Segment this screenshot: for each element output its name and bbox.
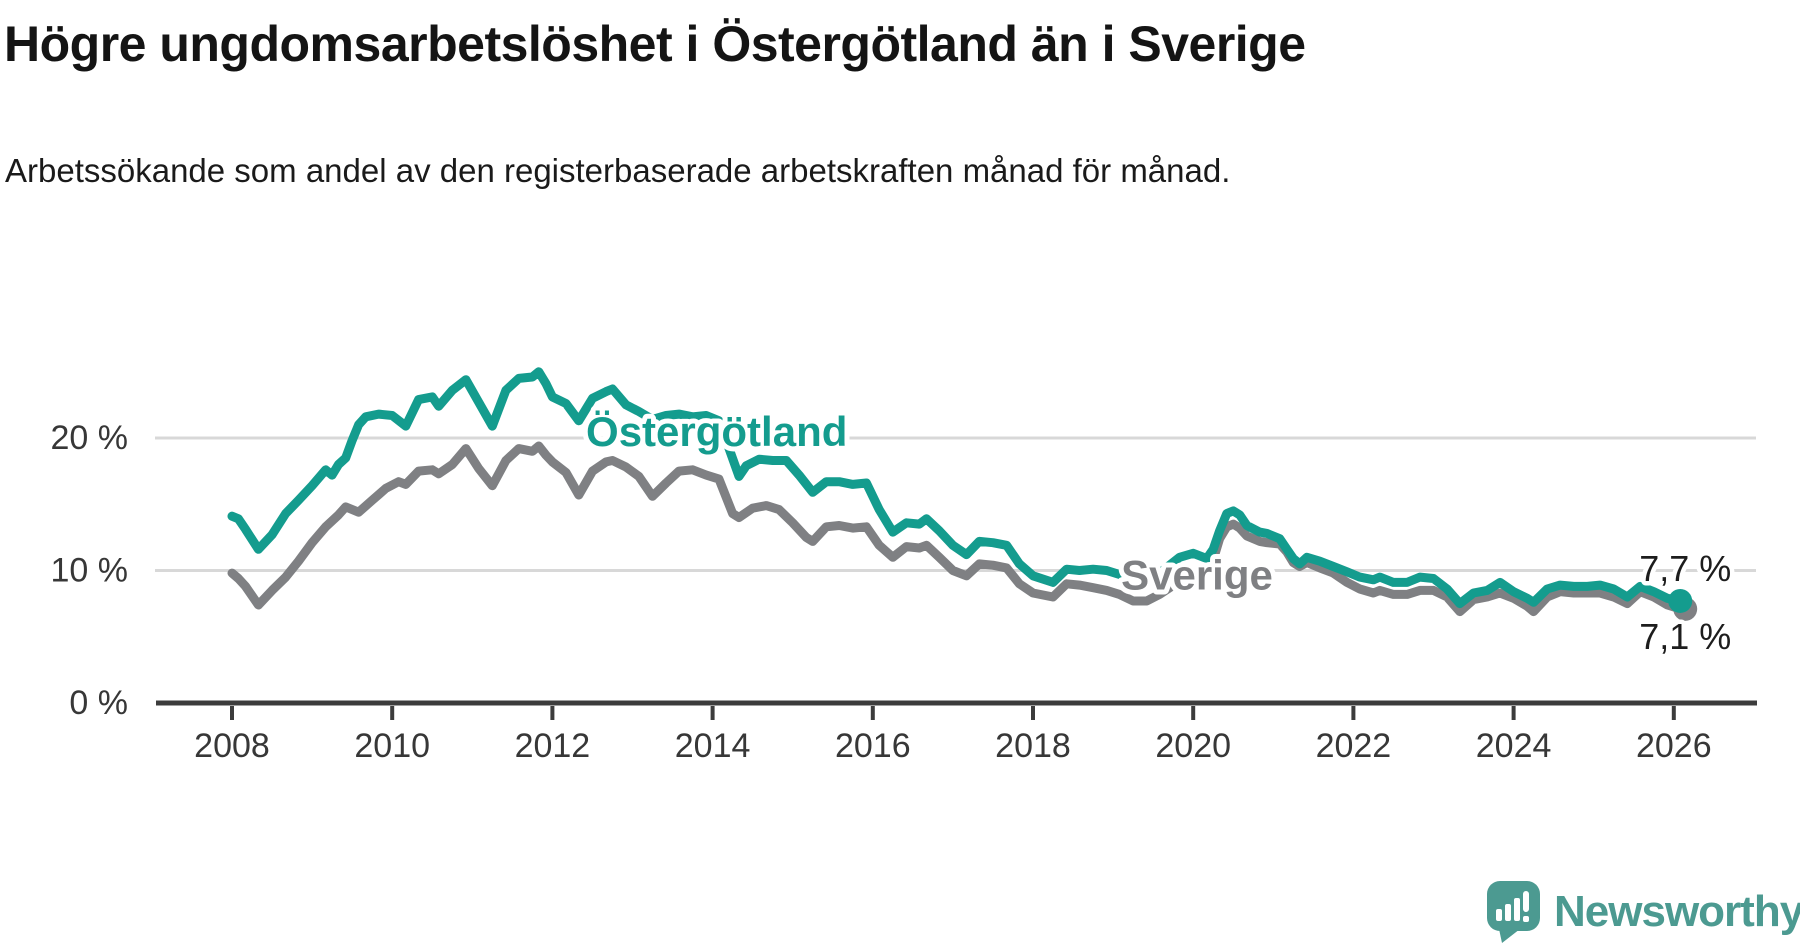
page-title: Högre ungdomsarbetslöshet i Östergötland… — [4, 16, 1306, 72]
x-tick-label: 2014 — [675, 727, 751, 765]
chart-subtitle: Arbetssökande som andel av den registerb… — [5, 152, 1231, 189]
series-label-sverige: Sverige — [1121, 552, 1273, 599]
newsworthy-logo-icon — [1486, 880, 1542, 944]
x-tick-label: 2012 — [515, 727, 591, 765]
x-tick-label: 2016 — [835, 727, 911, 765]
series-label-ostergotland: Östergötland — [586, 408, 847, 455]
series-line-ostergotland — [227, 367, 1685, 609]
end-value-label-sverige: 7,1 % — [1639, 616, 1731, 657]
newsworthy-logo: Newsworthy — [1486, 880, 1800, 944]
y-tick-label: 0 % — [69, 684, 128, 722]
end-dot-ostergotland — [1668, 588, 1693, 613]
x-tick-label: 2018 — [995, 727, 1071, 765]
y-tick-label: 20 % — [51, 419, 129, 457]
x-tick-label: 2024 — [1476, 727, 1552, 765]
y-tick-label: 10 % — [51, 552, 129, 590]
series-line-sverige — [227, 441, 1685, 617]
newsworthy-logo-text: Newsworthy — [1554, 887, 1800, 936]
x-tick-label: 2022 — [1316, 727, 1392, 765]
x-tick-label: 2008 — [194, 727, 270, 765]
end-value-label-ostergotland: 7,7 % — [1639, 548, 1731, 589]
x-tick-label: 2020 — [1155, 727, 1231, 765]
x-tick-label: 2010 — [354, 727, 430, 765]
x-tick-label: 2026 — [1636, 727, 1712, 765]
